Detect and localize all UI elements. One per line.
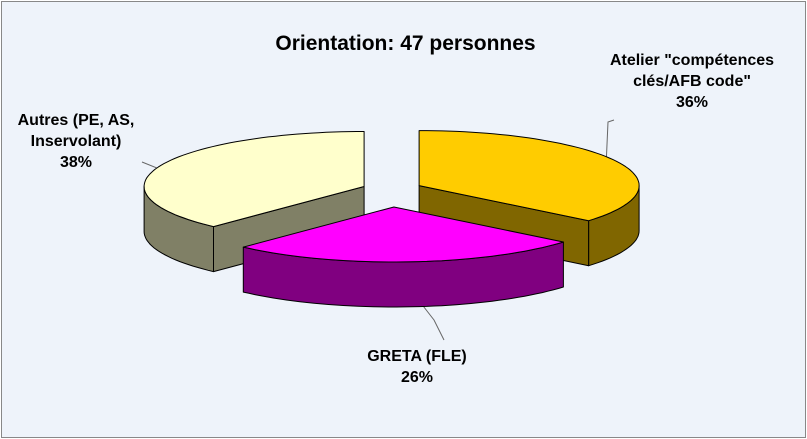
category-label: Autres (PE, AS, Inservolant) bbox=[17, 112, 135, 150]
chart-title: Orientation: 47 personnes bbox=[275, 32, 536, 55]
slice bbox=[143, 131, 365, 228]
category-label: Atelier "compétences clés/AFB code" bbox=[609, 52, 775, 90]
slice-label: Autres (PE, AS, Inservolant) 38% bbox=[6, 110, 146, 173]
leader-line bbox=[419, 301, 445, 341]
value-label: 26% bbox=[400, 369, 434, 386]
slice bbox=[418, 130, 640, 222]
slice-label: GRETA (FLE) 26% bbox=[342, 346, 492, 388]
slice bbox=[242, 206, 564, 263]
category-label: GRETA (FLE) bbox=[367, 348, 467, 365]
value-label: 38% bbox=[59, 154, 93, 171]
value-label: 36% bbox=[675, 94, 709, 111]
slice-label: Atelier "compétences clés/AFB code" 36% bbox=[602, 50, 782, 113]
